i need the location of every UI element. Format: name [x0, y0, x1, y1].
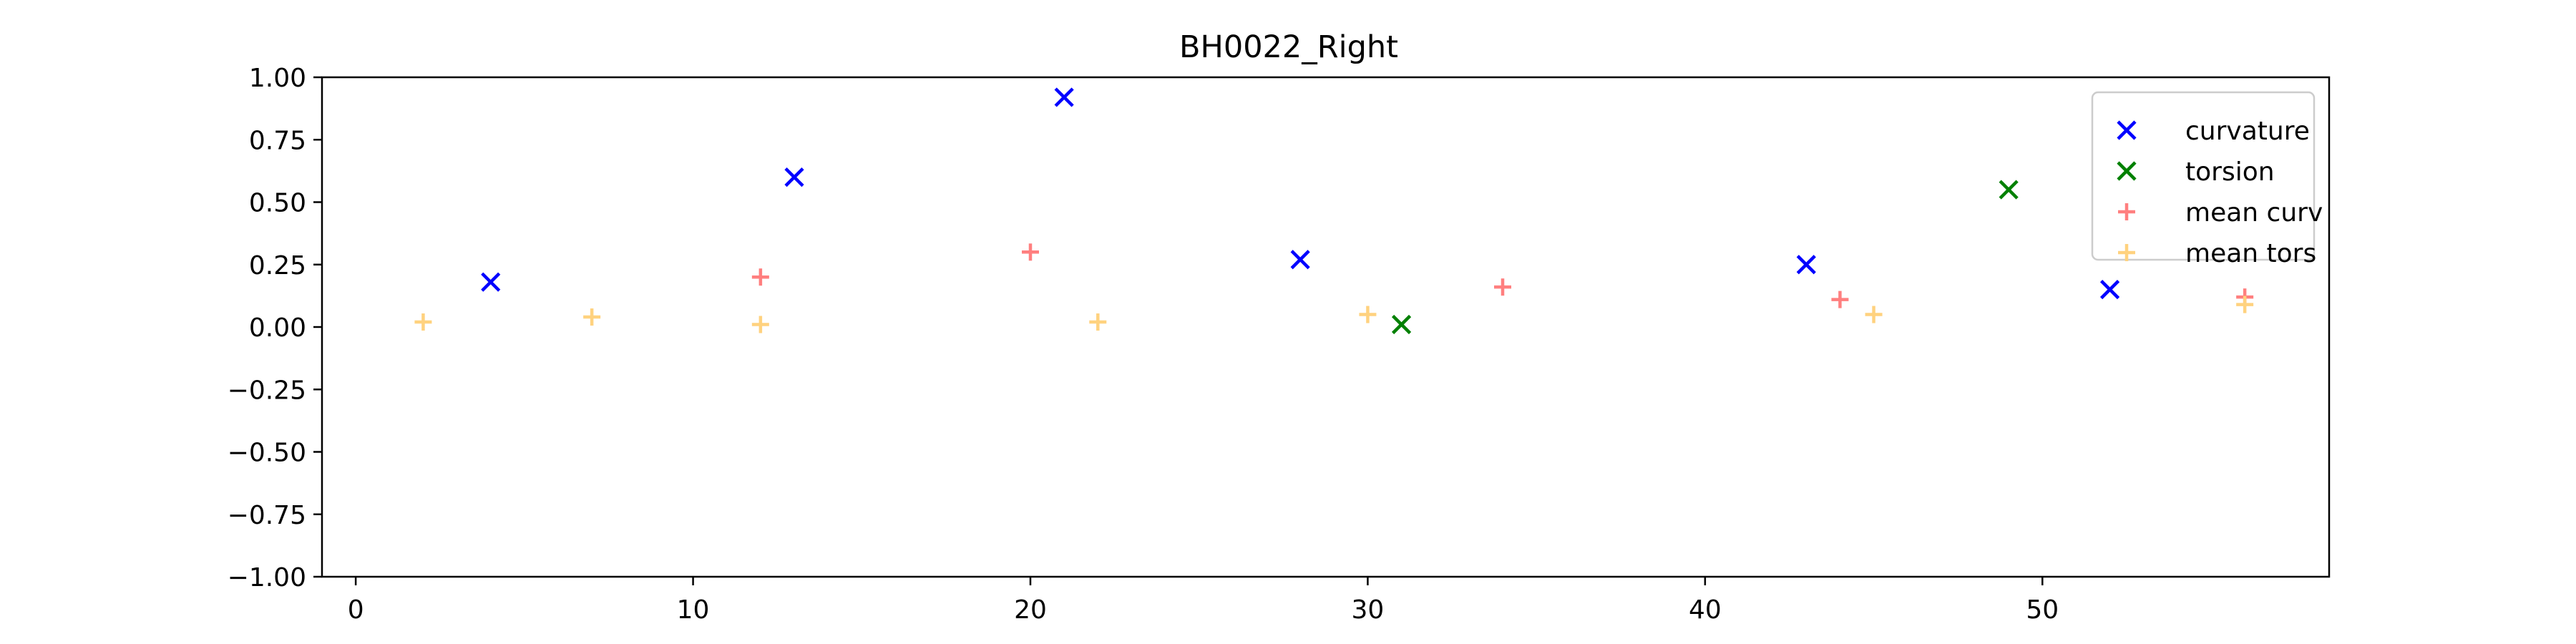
- legend-marker-curvature: [2117, 120, 2137, 140]
- point-mean-curv: [1022, 243, 1039, 261]
- legend-label: curvature: [2185, 117, 2310, 146]
- y-tick-label: −0.25: [228, 376, 306, 405]
- y-tick-label: −0.75: [228, 501, 306, 530]
- y-tick-label: 1.00: [249, 64, 306, 93]
- x-tick-label: 40: [1689, 595, 1722, 625]
- point-mean-tors: [751, 316, 769, 333]
- x-tick-label: 30: [1352, 595, 1385, 625]
- y-tick-label: 0.00: [249, 313, 306, 343]
- x-tick-label: 0: [348, 595, 364, 625]
- point-curvature: [1796, 255, 1816, 275]
- point-mean-curv: [1831, 291, 1849, 308]
- point-mean-tors: [1089, 313, 1107, 331]
- legend-marker-mean-tors: [2118, 244, 2135, 261]
- legend-box: [2091, 91, 2316, 261]
- plot-frame: [321, 76, 2331, 578]
- axis-ticks: −1.00 −0.75 −0.50 −0.25 0.00 0.25 0.50 0.75 1.00…: [228, 64, 2059, 625]
- point-mean-tors: [1865, 306, 1883, 323]
- data-points: [414, 87, 2254, 335]
- point-mean-tors: [583, 308, 601, 326]
- legend-label: mean tors: [2185, 239, 2316, 268]
- point-mean-curv: [1494, 278, 1511, 296]
- point-curvature: [1054, 87, 1074, 107]
- point-mean-tors: [1359, 306, 1377, 323]
- legend-label: mean curv: [2185, 198, 2323, 228]
- legend-label: torsion: [2185, 157, 2275, 187]
- point-curvature: [481, 272, 501, 292]
- y-tick-label: −1.00: [228, 563, 306, 592]
- legend-marker-mean-curv: [2118, 203, 2135, 220]
- point-torsion: [1391, 314, 1412, 335]
- x-tick-label: 50: [2026, 595, 2059, 625]
- y-tick-label: 0.50: [249, 189, 306, 218]
- point-mean-curv: [751, 268, 769, 286]
- y-tick-label: 0.25: [249, 251, 306, 280]
- x-tick-label: 10: [677, 595, 710, 625]
- y-tick-label: −0.50: [228, 439, 306, 468]
- point-torsion: [1999, 180, 2019, 200]
- point-mean-tors: [2236, 296, 2254, 313]
- chart-title: BH0022_Right: [1179, 29, 1398, 65]
- point-curvature: [1290, 250, 1310, 270]
- x-tick-label: 20: [1014, 595, 1047, 625]
- legend: curvature torsion mean curv mean tors: [2091, 91, 2323, 268]
- point-mean-tors: [414, 313, 432, 331]
- point-curvature: [784, 167, 804, 187]
- legend-marker-torsion: [2117, 161, 2137, 181]
- y-tick-label: 0.75: [249, 126, 306, 155]
- point-curvature: [2099, 280, 2120, 300]
